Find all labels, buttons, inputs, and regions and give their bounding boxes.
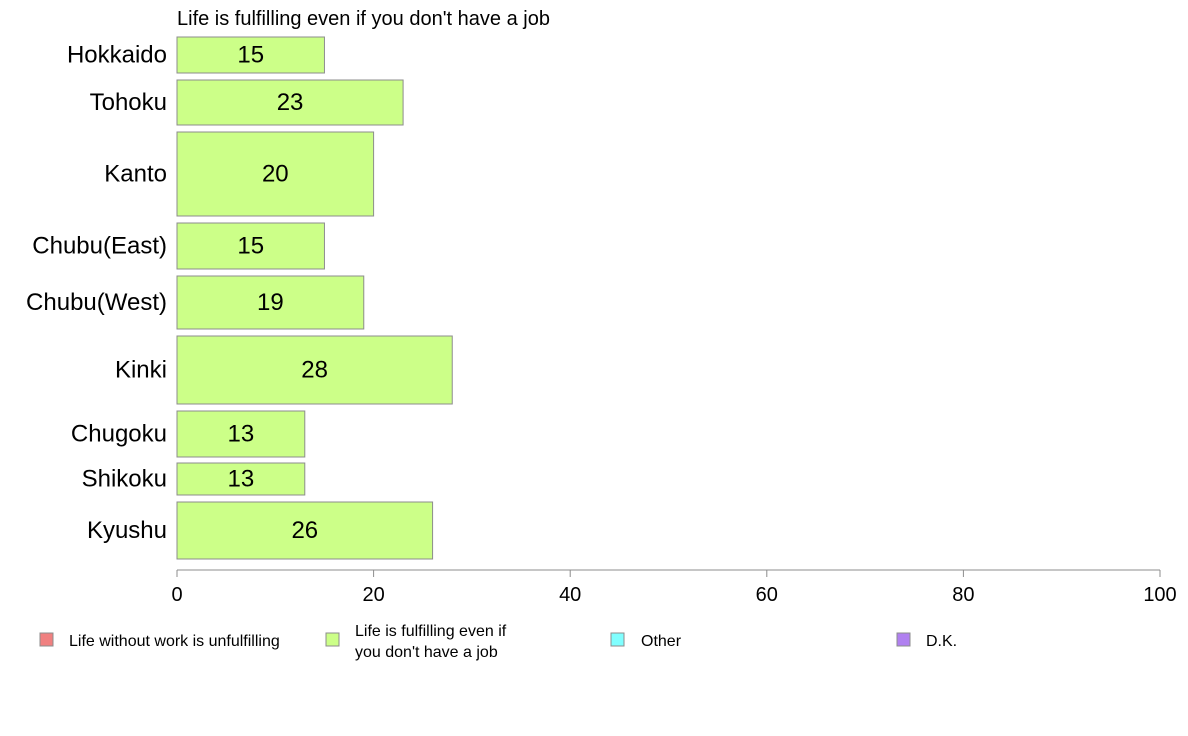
legend-swatch <box>610 632 625 647</box>
bar-hokkaido <box>176 36 325 74</box>
data-label: 15 <box>237 233 264 260</box>
chart-title: Life is fulfilling even if you don't hav… <box>177 8 550 30</box>
legend-label: Other <box>641 633 682 650</box>
data-label: 15 <box>237 42 264 69</box>
legend-swatch <box>39 632 54 647</box>
category-label: Hokkaido <box>67 42 167 69</box>
data-label: 28 <box>301 357 328 384</box>
data-label: 13 <box>228 466 255 493</box>
bar-chugoku <box>176 410 306 458</box>
bar-tohoku <box>176 79 404 126</box>
bars-group: Hokkaido 15 Tohoku 23 Kanto 20 Chubu(East) 15 Ch… <box>26 36 453 560</box>
category-label: Kinki <box>115 357 167 384</box>
legend-swatch <box>325 632 340 647</box>
category-label: Chubu(West) <box>26 289 167 316</box>
bar-chubu-east <box>176 222 325 270</box>
bar-shikoku <box>176 462 306 496</box>
bar-chubu-west <box>176 275 365 330</box>
data-label: 23 <box>277 89 304 116</box>
legend-label: D.K. <box>926 633 957 650</box>
x-tick-label: 100 <box>1143 584 1176 606</box>
x-tick-label: 60 <box>756 584 778 606</box>
bar-kinki <box>176 335 453 405</box>
x-tick-label: 40 <box>559 584 581 606</box>
legend-swatch <box>896 632 911 647</box>
category-label: Chugoku <box>71 421 167 448</box>
category-label: Chubu(East) <box>32 233 167 260</box>
legend-label: you don't have a job <box>355 644 498 661</box>
category-label: Shikoku <box>82 466 167 493</box>
legend-label: Life without work is unfulfilling <box>69 633 280 650</box>
category-label: Kanto <box>104 161 167 188</box>
data-label: 20 <box>262 161 289 188</box>
data-label: 26 <box>291 517 318 544</box>
x-axis: 0 20 40 60 80 100 <box>171 569 1177 606</box>
bar-kanto <box>176 131 375 217</box>
legend: Life without work is unfulfilling Life is… <box>39 623 957 661</box>
bar-kyushu <box>176 501 434 560</box>
data-label: 19 <box>257 289 284 316</box>
data-label: 13 <box>228 421 255 448</box>
category-label: Tohoku <box>90 89 167 116</box>
x-tick-label: 0 <box>171 584 182 606</box>
category-label: Kyushu <box>87 517 167 544</box>
legend-label: Life is fulfilling even if <box>355 623 507 640</box>
x-tick-label: 80 <box>952 584 974 606</box>
x-tick-label: 20 <box>362 584 384 606</box>
